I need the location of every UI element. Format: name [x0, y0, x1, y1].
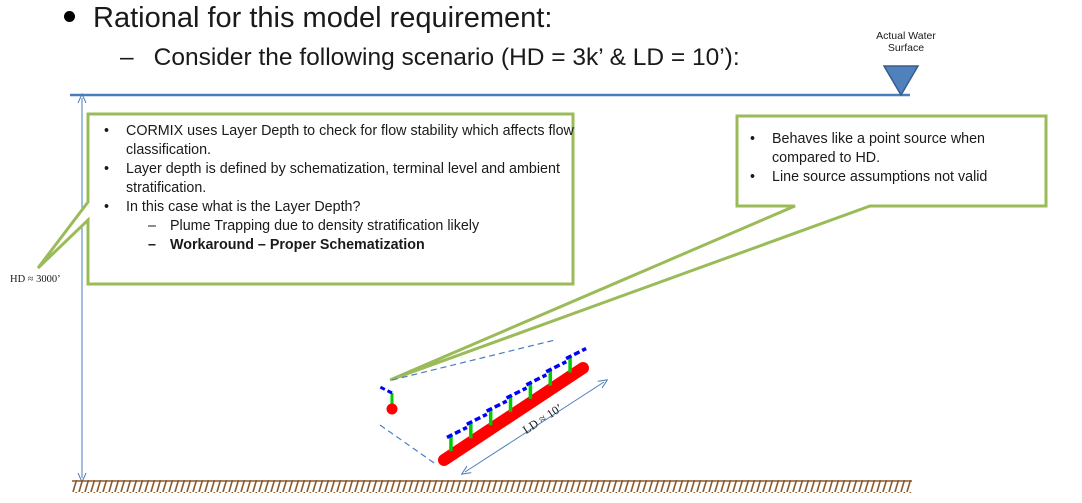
diffuser-port — [485, 399, 508, 413]
callout-right-item-text: Line source assumptions not valid — [772, 169, 988, 185]
bullet-icon: • — [750, 169, 756, 185]
diffuser-port — [505, 386, 528, 400]
callout-right-box — [389, 114, 1048, 382]
diffuser-pipe — [438, 362, 589, 466]
bullet-icon: • — [104, 161, 110, 177]
heading-bullet-1: Rational for this model requirement: — [64, 2, 552, 35]
callout-right-item: • Behaves like a point source when compar… — [742, 130, 1042, 168]
inverted-triangle-icon — [882, 65, 920, 97]
callout-left-item-text: Plume Trapping due to density stratifica… — [170, 218, 480, 234]
guide-dash-lower — [379, 424, 438, 466]
diffuser-port — [545, 360, 568, 374]
line-source-diffuser — [438, 346, 589, 466]
callout-right-item-text: Behaves like a point source when compare… — [772, 131, 985, 166]
guide-dash-upper — [391, 339, 556, 381]
point-source-circle — [386, 403, 398, 415]
water-surface-label: Actual Water Surface — [876, 30, 936, 54]
hd-label: HD ≈ 3000’ — [10, 274, 61, 285]
callout-left-item: – Plume Trapping due to density stratific… — [96, 217, 576, 236]
callout-right-item: • Line source assumptions not valid — [742, 168, 1042, 187]
dash-icon: – — [148, 237, 156, 253]
point-source-port — [379, 385, 393, 395]
bullet-icon: • — [104, 123, 110, 139]
callout-left-item-text: Layer depth is defined by schematization… — [126, 161, 560, 196]
callout-left-item-text: Workaround – Proper Schematization — [170, 237, 425, 253]
bullet-icon: • — [104, 199, 110, 215]
callout-left-item: • In this case what is the Layer Depth? — [96, 198, 576, 217]
callout-left-item: • CORMIX uses Layer Depth to check for fl… — [96, 122, 576, 160]
seabed-hatch — [72, 480, 912, 493]
diffuser-port — [565, 346, 587, 361]
bullet-icon: • — [750, 131, 756, 147]
callout-left-text: • CORMIX uses Layer Depth to check for fl… — [96, 122, 576, 255]
heading-bullet-1-text: Rational for this model requirement: — [93, 2, 553, 34]
callout-left-item-text: CORMIX uses Layer Depth to check for flo… — [126, 123, 574, 158]
diffuser-port — [525, 373, 548, 387]
ld-dimension-line — [465, 382, 604, 472]
callout-left-item: – Workaround – Proper Schematization — [96, 236, 576, 255]
dash-icon: – — [120, 44, 134, 71]
heading-bullet-2-text: Consider the following scenario (HD = 3k… — [153, 44, 740, 71]
diffuser-port — [446, 425, 468, 439]
callout-left-item-text: In this case what is the Layer Depth? — [126, 199, 361, 215]
heading-bullet-2: – Consider the following scenario (HD = 3… — [120, 44, 740, 72]
point-source — [379, 385, 398, 415]
callout-left-box — [36, 112, 575, 286]
dash-icon: – — [148, 218, 156, 234]
callout-right-text: • Behaves like a point source when compar… — [742, 130, 1042, 187]
callout-left-item: • Layer depth is defined by schematizatio… — [96, 160, 576, 198]
bullet-dot-icon — [64, 10, 75, 22]
diffuser-port — [466, 412, 488, 426]
